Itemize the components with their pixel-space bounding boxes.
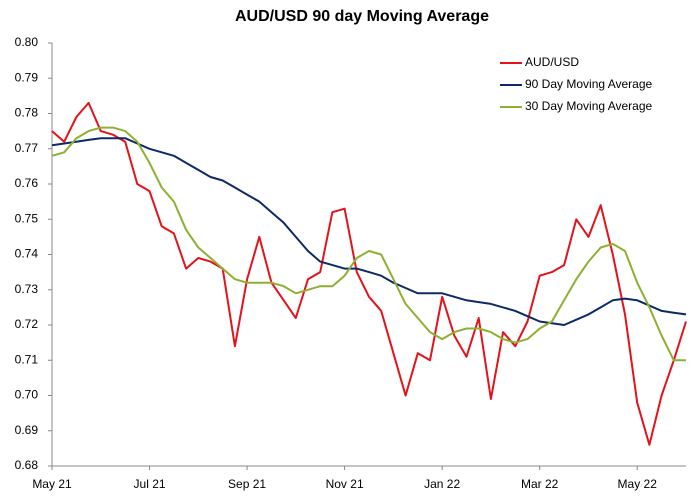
x-tick-label: May 22: [618, 477, 658, 491]
legend-label: 30 Day Moving Average: [525, 99, 653, 113]
x-tick-label: Jul 21: [134, 477, 166, 491]
y-tick-label: 0.78: [15, 106, 39, 120]
x-tick-label: Mar 22: [521, 477, 559, 491]
y-tick-label: 0.71: [15, 352, 39, 366]
x-tick-label: Sep 21: [228, 477, 266, 491]
x-tick-label: Jan 22: [424, 477, 460, 491]
y-tick-label: 0.68: [15, 458, 39, 472]
y-tick-label: 0.80: [15, 35, 39, 49]
y-tick-label: 0.77: [15, 141, 39, 155]
y-tick-label: 0.73: [15, 282, 39, 296]
series-line: [51, 137, 687, 326]
x-tick-label: Nov 21: [326, 477, 364, 491]
chart-title: AUD/USD 90 day Moving Average: [235, 8, 489, 25]
y-tick-label: 0.69: [15, 423, 39, 437]
y-tick-label: 0.76: [15, 176, 39, 190]
y-tick-label: 0.74: [15, 247, 39, 261]
series-line: [51, 101, 687, 446]
y-tick-label: 0.75: [15, 211, 39, 225]
y-tick-label: 0.79: [15, 70, 39, 84]
series-line: [51, 126, 686, 362]
y-tick-label: 0.70: [15, 388, 39, 402]
legend-label: 90 Day Moving Average: [525, 77, 653, 91]
x-tick-label: May 21: [32, 477, 72, 491]
y-tick-label: 0.72: [15, 317, 39, 331]
legend-label: AUD/USD: [525, 55, 579, 69]
